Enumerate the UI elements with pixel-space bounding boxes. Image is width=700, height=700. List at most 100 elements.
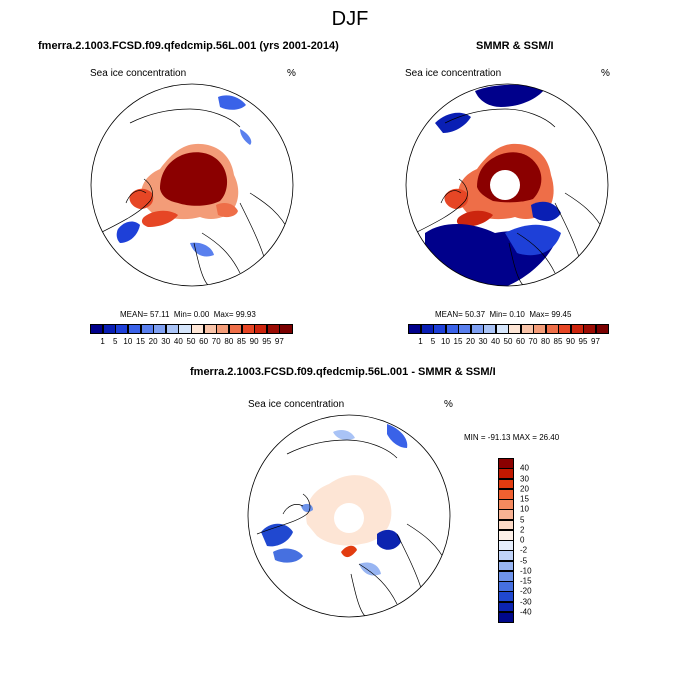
obs-polar-map	[405, 83, 609, 287]
diff-barents-neg	[377, 529, 401, 550]
model-colorbar-cell	[115, 324, 129, 334]
obs-colorbar-cell	[545, 324, 559, 334]
model-colorbar-label: 20	[148, 337, 158, 346]
obs-colorbar-label: 85	[553, 337, 563, 346]
model-colorbar-label: 95	[262, 337, 272, 346]
model-max-value: 99.93	[235, 310, 256, 319]
model-map-border	[90, 83, 294, 287]
obs-okhotsk-open	[475, 84, 545, 107]
model-colorbar-label: 60	[199, 337, 209, 346]
model-mean-label: MEAN=	[120, 310, 148, 319]
diff-colorbar: 40 30 20 15 10 5 2 0 -2 -5 -10 -15 -20 -30 -40	[498, 458, 532, 623]
obs-colorbar-label: 1	[418, 337, 423, 346]
diff-okhotsk-neg	[387, 424, 408, 448]
model-colorbar-label: 10	[123, 337, 133, 346]
model-colorbar-cell	[228, 324, 242, 334]
diff-colorbar-label: -10	[520, 566, 532, 576]
diff-units-label: %	[444, 399, 453, 410]
model-polar-map	[90, 83, 294, 287]
obs-mean-label: MEAN=	[435, 310, 463, 319]
diff-colorbar-label: 30	[520, 474, 529, 483]
model-colorbar-cell	[90, 324, 104, 334]
model-colorbar-cell	[266, 324, 280, 334]
obs-colorbar-label: 20	[466, 337, 475, 346]
diff-min-value: -91.13	[487, 433, 511, 442]
diff-colorbar-cell	[498, 581, 514, 592]
model-colorbar-cell	[153, 324, 167, 334]
obs-colorbar-cell	[508, 324, 521, 334]
diff-panel-title: fmerra.2.1003.FCSD.f09.qfedcmip.56L.001 …	[190, 366, 496, 378]
diff-colorbar-cell	[498, 499, 514, 510]
diff-colorbar-cell	[498, 478, 514, 490]
diff-colorbar-cell	[498, 488, 514, 500]
obs-pole-hole	[490, 170, 520, 200]
model-units-label: %	[287, 68, 296, 79]
model-colorbar-label: 80	[224, 337, 234, 346]
model-min-value: 0.00	[193, 310, 210, 319]
obs-colorbar-cell	[595, 324, 609, 334]
model-min-label: Min=	[173, 310, 192, 319]
model-colorbar-label: 85	[237, 337, 246, 346]
obs-colorbar-label: 5	[430, 337, 436, 346]
obs-coastlines	[414, 108, 606, 286]
model-colorbar-cell	[203, 324, 217, 334]
model-colorbar-cell	[216, 324, 230, 334]
obs-colorbar-cell	[520, 324, 534, 334]
model-okhotsk-fringe	[218, 95, 246, 110]
obs-max-label: Max=	[529, 310, 550, 319]
obs-barents-open	[531, 201, 561, 222]
model-colorbar-label: 70	[211, 337, 221, 346]
model-colorbar-cell	[127, 324, 141, 334]
obs-max-value: 99.45	[551, 310, 572, 319]
obs-colorbar-cell	[420, 324, 434, 334]
obs-variable-label: Sea ice concentration	[405, 68, 502, 79]
diff-colorbar-cell	[498, 468, 514, 479]
obs-colorbar-cell	[533, 324, 546, 334]
diff-map-border	[247, 414, 451, 618]
model-colorbar-cell	[102, 324, 116, 334]
model-colorbar-label: 97	[274, 337, 284, 346]
diff-colorbar-cell	[498, 540, 514, 551]
model-pack-ice	[160, 152, 228, 206]
obs-units-label: %	[601, 68, 610, 79]
diff-max-value: 26.40	[539, 433, 560, 442]
model-panel-title: fmerra.2.1003.FCSD.f09.qfedcmip.56L.001 …	[38, 40, 339, 52]
obs-stats: MEAN= 50.37 Min= 0.10 Max= 99.45	[435, 310, 571, 319]
diff-colorbar-label: -30	[520, 597, 532, 606]
diff-colorbar-cell	[498, 519, 514, 531]
obs-colorbar-label: 90	[566, 337, 575, 346]
obs-colorbar-cell	[445, 324, 459, 334]
diff-min-label: MIN =	[464, 433, 486, 442]
diff-colorbar-cell	[498, 591, 514, 602]
obs-map-border	[405, 83, 609, 287]
diff-colorbar-cell	[498, 509, 514, 520]
obs-colorbar	[408, 324, 609, 334]
page-title: DJF	[331, 8, 369, 30]
diff-colorbar-label: -20	[520, 586, 532, 596]
diff-colorbar-label: 10	[520, 504, 529, 514]
diff-colorbar-label: -2	[520, 545, 528, 555]
diff-hudson-neg	[273, 548, 303, 563]
model-barents-ice	[216, 203, 238, 218]
model-colorbar-label: 40	[173, 337, 183, 346]
model-stats: MEAN= 57.11 Min= 0.00 Max= 99.93	[120, 310, 256, 319]
obs-colorbar-cell	[483, 324, 496, 334]
obs-colorbar-label: 97	[591, 337, 600, 346]
diff-colorbar-label: 2	[520, 525, 525, 535]
model-variable-label: Sea ice concentration	[90, 68, 187, 79]
obs-colorbar-label: 80	[541, 337, 550, 346]
diff-colorbar-cell	[498, 529, 514, 541]
obs-colorbar-label: 30	[478, 337, 488, 346]
model-mean-value: 57.11	[150, 310, 170, 319]
diff-colorbar-label: 40	[520, 463, 529, 473]
obs-colorbar-cell	[458, 324, 471, 334]
obs-colorbar-label: 60	[516, 337, 525, 346]
obs-panel-title: SMMR & SSM/I	[476, 40, 554, 52]
model-pacific-fringe	[116, 221, 140, 243]
obs-min-label: Min=	[489, 310, 508, 319]
obs-colorbar-label: 50	[503, 337, 513, 346]
diff-colorbar-cell	[498, 560, 514, 572]
obs-colorbar-cell	[470, 324, 484, 334]
diff-colorbar-cell	[498, 601, 514, 613]
diff-colorbar-label: -40	[520, 607, 532, 617]
